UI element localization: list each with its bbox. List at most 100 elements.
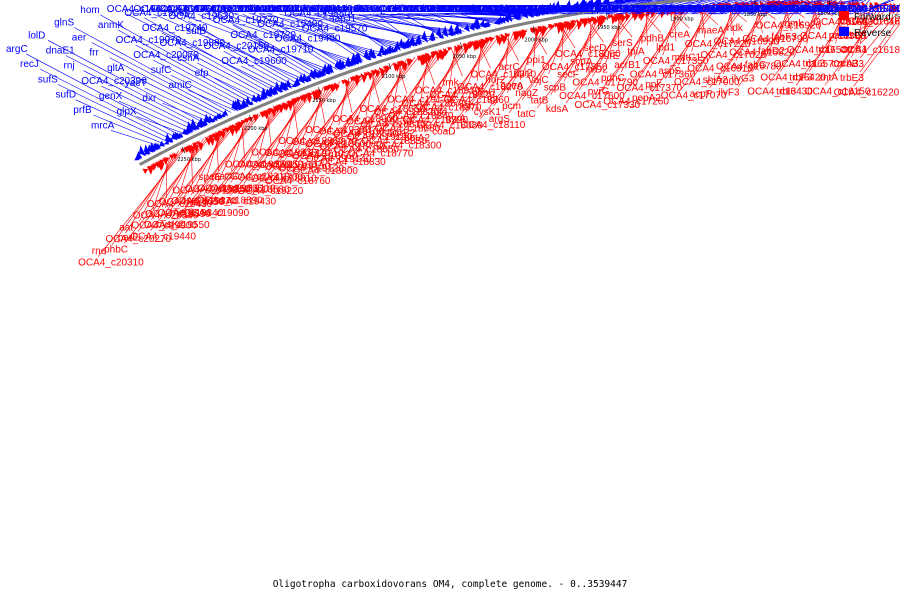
leader-line: [110, 130, 161, 147]
leader-line: [656, 0, 734, 15]
reverse-gene-label: rpsF: [671, 4, 691, 15]
forward-gene-label: gyrA: [445, 113, 466, 124]
forward-gene-label: OCA4_c16430: [747, 87, 813, 98]
forward-gene-label: OCA4_c18810: [251, 174, 317, 185]
reverse-feature-arrow: [633, 0, 636, 2]
reverse-gene-label: OCA4_c16650: [636, 4, 702, 15]
forward-gene-label: pdhC: [601, 73, 625, 84]
leader-line: [97, 146, 188, 257]
leader-line: [491, 31, 514, 87]
leader-line: [751, 1, 776, 20]
leader-line: [196, 62, 265, 99]
leader-line: [372, 13, 519, 20]
reverse-gene-label: glmS: [831, 4, 854, 15]
forward-gene-label: argS: [489, 114, 510, 125]
leader-line: [292, 99, 299, 135]
forward-gene-label: OCA4_c17350: [643, 56, 709, 67]
forward-gene-label: OCA4_c16570: [774, 59, 840, 70]
forward-gene-label: OCA4_c17020: [700, 50, 766, 61]
forward-gene-label: OCA4_c18720: [265, 148, 331, 159]
forward-gene-label: OCA4_c18820: [374, 107, 440, 118]
forward-gene-label: OCA4_c16150: [805, 87, 871, 98]
forward-gene-label: OCA4_c17790: [572, 78, 638, 89]
leader-line: [190, 128, 225, 196]
forward-gene-label: czcA3: [831, 58, 859, 69]
reverse-gene-label: OCA4_c17750: [563, 4, 629, 15]
scale-tick: [249, 115, 253, 122]
reverse-feature-arrow: [177, 132, 184, 138]
forward-gene-label: OCA4_c18390: [403, 115, 469, 126]
leader-line: [230, 104, 281, 183]
forward-gene-label: serS: [612, 38, 633, 49]
leader-line: [270, 95, 302, 160]
leader-line: [214, 77, 261, 100]
leader-line: [859, 3, 891, 16]
reverse-gene-label: OCA4_c17910: [535, 4, 601, 15]
reverse-gene-label: OCA4_c19750: [151, 4, 217, 15]
forward-gene-label: OCA4_c16220: [834, 87, 900, 98]
forward-gene-label: OCA4_c18110: [460, 120, 525, 131]
forward-gene-label: mfd: [431, 108, 448, 119]
reverse-gene-label: pfpI: [465, 4, 482, 15]
forward-gene-label: OCA4_c16990: [714, 36, 780, 47]
forward-feature-arrow: [282, 102, 290, 112]
reverse-feature-arrow: [429, 30, 436, 41]
forward-feature-arrow: [224, 127, 231, 133]
reverse-gene-label: frr: [89, 48, 99, 59]
reverse-gene-label: trpD: [574, 4, 593, 15]
forward-gene-label: OCA4_c18420: [429, 90, 495, 101]
leader-line: [250, 39, 316, 78]
leader-line: [136, 116, 186, 135]
forward-gene-label: OCA4_c19350: [305, 125, 371, 136]
forward-feature-arrow: [750, 1, 756, 6]
reverse-gene-label: OCA4_c17210: [648, 4, 714, 15]
leader-line: [25, 53, 182, 137]
reverse-gene-label: OCA4_c17840: [483, 4, 549, 15]
forward-feature-arrow: [620, 12, 626, 24]
leader-line: [859, 9, 900, 59]
forward-gene-label: OCA4_c16180: [840, 45, 900, 56]
reverse-gene-label: OCA4_c17100: [522, 4, 588, 15]
leader-line: [261, 13, 412, 46]
reverse-feature-arrow: [243, 103, 249, 107]
scale-tick-label: 1800 kbp: [817, 11, 841, 17]
leader-line: [565, 11, 637, 104]
reverse-gene-label: dnaB: [808, 4, 832, 15]
forward-gene-label: OCA4_c17070: [661, 91, 727, 102]
leader-line: [480, 23, 555, 120]
reverse-feature-arrow: [456, 28, 462, 34]
forward-gene-label: OCA4_c19550: [144, 220, 210, 231]
forward-feature-arrow: [467, 41, 474, 50]
reverse-gene-label: OCA4_c18100: [409, 4, 475, 15]
reverse-gene-label: OCA4_c17190: [631, 4, 697, 15]
leader-line: [395, 41, 474, 140]
reverse-gene-label: mrcA: [91, 120, 115, 131]
leader-line: [623, 5, 693, 96]
scale-tick-label: 2100 kbp: [382, 74, 406, 80]
leader-line: [766, 1, 831, 86]
forward-gene-label: OCA4_c18760: [265, 176, 331, 187]
reverse-gene-label: OCA4_c18340: [450, 4, 516, 15]
leader-line: [269, 13, 377, 57]
forward-gene-label: OCA4_c19210: [224, 172, 290, 183]
forward-gene-label: coaD: [432, 126, 455, 137]
reverse-gene-label: prfB: [73, 105, 92, 116]
scale-tick: [460, 42, 463, 50]
reverse-gene-label: OCA4_c19740: [142, 23, 208, 34]
forward-feature-arrow: [540, 25, 546, 38]
forward-feature-arrow: [425, 52, 432, 64]
leader-line: [776, 0, 830, 15]
forward-feature-arrow: [582, 18, 589, 28]
leader-line: [859, 16, 900, 73]
forward-gene-label: surE: [599, 51, 620, 62]
leader-line: [294, 43, 338, 70]
forward-gene-label: mdtC1: [672, 53, 702, 64]
leader-line: [197, 13, 329, 74]
forward-gene-label: OCA4_c19380: [225, 160, 291, 171]
leader-line: [370, 70, 380, 104]
forward-gene-label: OCA4_c19100: [319, 127, 385, 138]
reverse-gene-label: mdtB2: [259, 4, 288, 15]
reverse-gene-label: erpA: [511, 4, 532, 15]
leader-line: [463, 37, 487, 94]
reverse-gene-label: OCA4_c18120: [426, 4, 492, 15]
